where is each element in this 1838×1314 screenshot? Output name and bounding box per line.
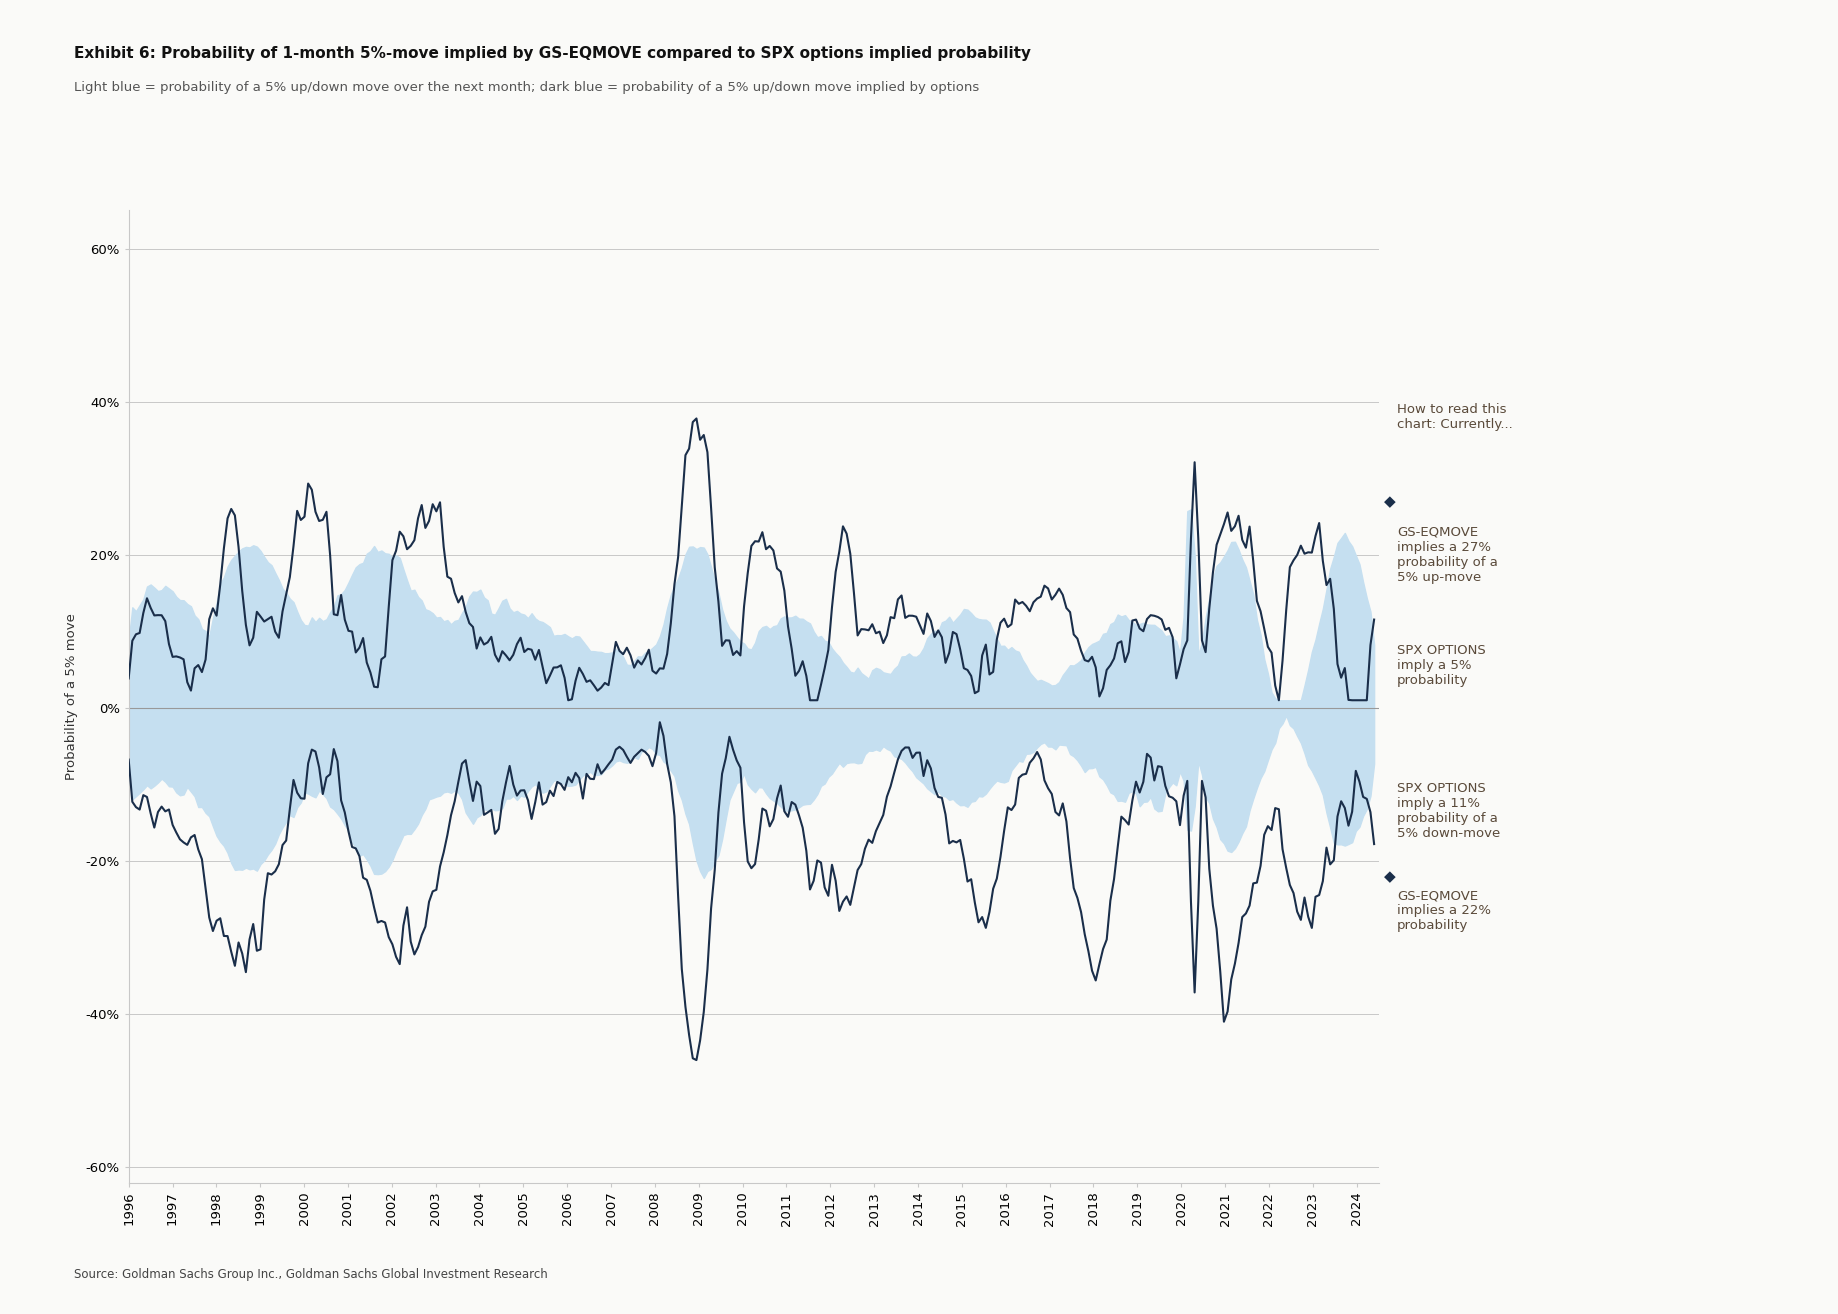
Text: ◆: ◆ (1384, 869, 1395, 884)
Y-axis label: Probability of a 5% move: Probability of a 5% move (66, 614, 79, 779)
Text: Light blue = probability of a 5% up/down move over the next month; dark blue = p: Light blue = probability of a 5% up/down… (74, 81, 980, 95)
Text: SPX OPTIONS
imply a 11%
probability of a
5% down-move: SPX OPTIONS imply a 11% probability of a… (1397, 782, 1500, 840)
Text: Exhibit 6: Probability of 1-month 5%-move implied by GS-EQMOVE compared to SPX o: Exhibit 6: Probability of 1-month 5%-mov… (74, 46, 1031, 60)
Text: ◆: ◆ (1384, 494, 1395, 509)
Text: GS-EQMOVE
implies a 22%
probability: GS-EQMOVE implies a 22% probability (1397, 890, 1491, 933)
Text: SPX OPTIONS
imply a 5%
probability: SPX OPTIONS imply a 5% probability (1397, 644, 1485, 687)
Text: Source: Goldman Sachs Group Inc., Goldman Sachs Global Investment Research: Source: Goldman Sachs Group Inc., Goldma… (74, 1268, 548, 1281)
Text: GS-EQMOVE
implies a 27%
probability of a
5% up-move: GS-EQMOVE implies a 27% probability of a… (1397, 526, 1498, 583)
Text: How to read this
chart: Currently...: How to read this chart: Currently... (1397, 403, 1513, 431)
